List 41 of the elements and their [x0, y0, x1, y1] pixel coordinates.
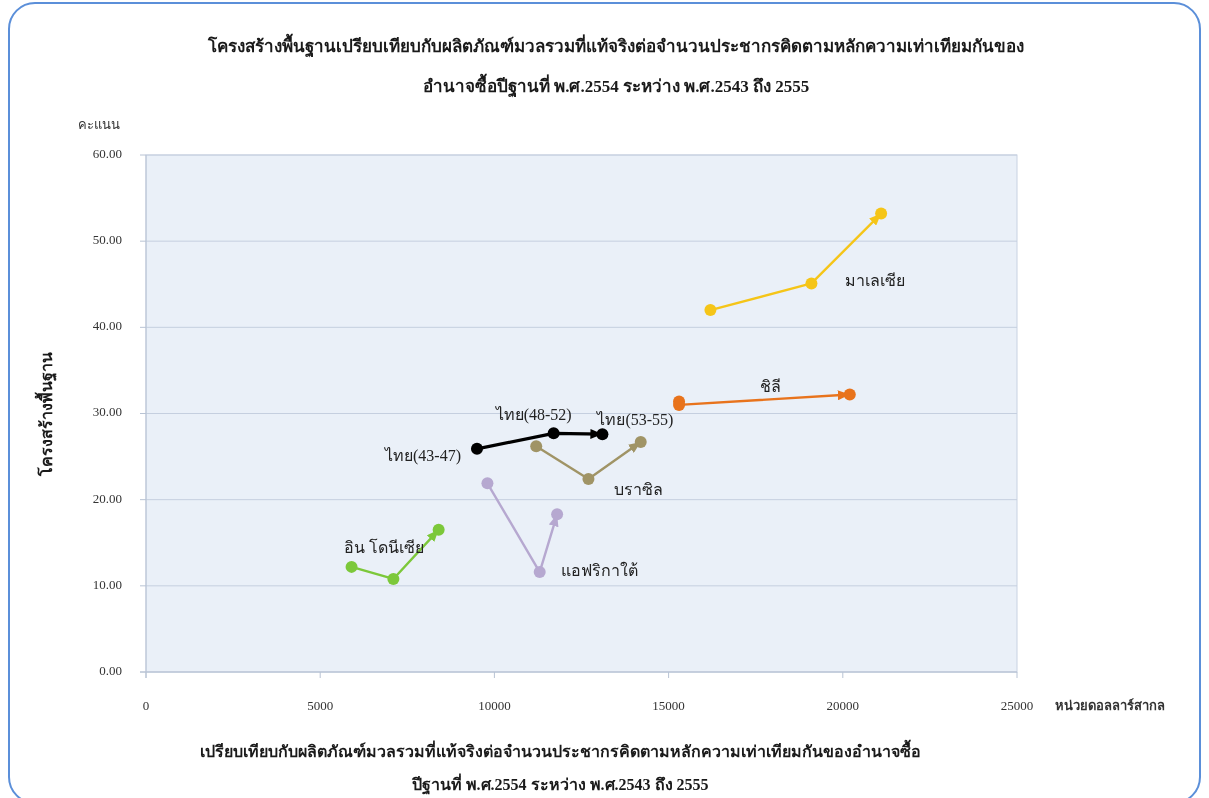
series-label: มาเลเซีย [845, 272, 906, 290]
point [481, 477, 494, 490]
y-axis-title: โครงสร้างพื้นฐาน [34, 351, 57, 477]
x-tick-label: 15000 [652, 698, 685, 713]
point [547, 427, 560, 440]
x-tick-label: 10000 [478, 698, 511, 713]
point [345, 560, 358, 573]
point [805, 277, 818, 290]
series-label: บราซิล [614, 480, 664, 498]
y-tick-label: 50.00 [92, 232, 122, 248]
series-label: อิน โดนีเซีย [343, 537, 424, 556]
x-axis-title: เปรียบเทียบกับผลิตภัณฑ์มวลรวมที่แท้จริงต่อจำนวนประชากรคิดตามหลักความเท่าเทียมกันของอำนาจซื้อ ปีฐานที่ พ.ศ.2554 ระหว่าง พ.ศ.2543 ถึง 2555 [199, 739, 921, 795]
point [533, 566, 546, 579]
point [875, 207, 888, 220]
point [596, 428, 609, 441]
point [551, 508, 564, 521]
y-tick-label: 30.00 [92, 404, 122, 420]
point [704, 304, 717, 317]
series-label: ชิลี [760, 377, 782, 395]
point [843, 388, 856, 401]
annotation: ไทย(48-52) [493, 405, 572, 425]
x-tick-label: 20000 [826, 698, 860, 713]
point [634, 435, 647, 448]
series-label: แอฟริกาใต้ [560, 561, 638, 580]
point [387, 572, 400, 585]
x-tick-label: 5000 [307, 698, 334, 713]
x-tick-label: 25000 [1000, 698, 1034, 713]
text: หน่วยดอลลาร์สากล [1055, 698, 1165, 713]
x-tick-label: 0 [142, 698, 150, 713]
point [582, 472, 595, 485]
annotation: ไทย(43-47) [383, 445, 461, 465]
y-tick-label: 0.00 [99, 662, 122, 678]
y-tick-label: 60.00 [92, 145, 122, 161]
y-tick-label: 20.00 [92, 490, 122, 506]
annotation: ไทย(53-55) [595, 410, 674, 430]
text: คะแนน [78, 117, 120, 132]
point [530, 440, 543, 453]
y-tick-label: 10.00 [92, 576, 122, 592]
point [432, 523, 445, 536]
y-tick-label: 40.00 [92, 318, 122, 334]
point [470, 442, 483, 455]
